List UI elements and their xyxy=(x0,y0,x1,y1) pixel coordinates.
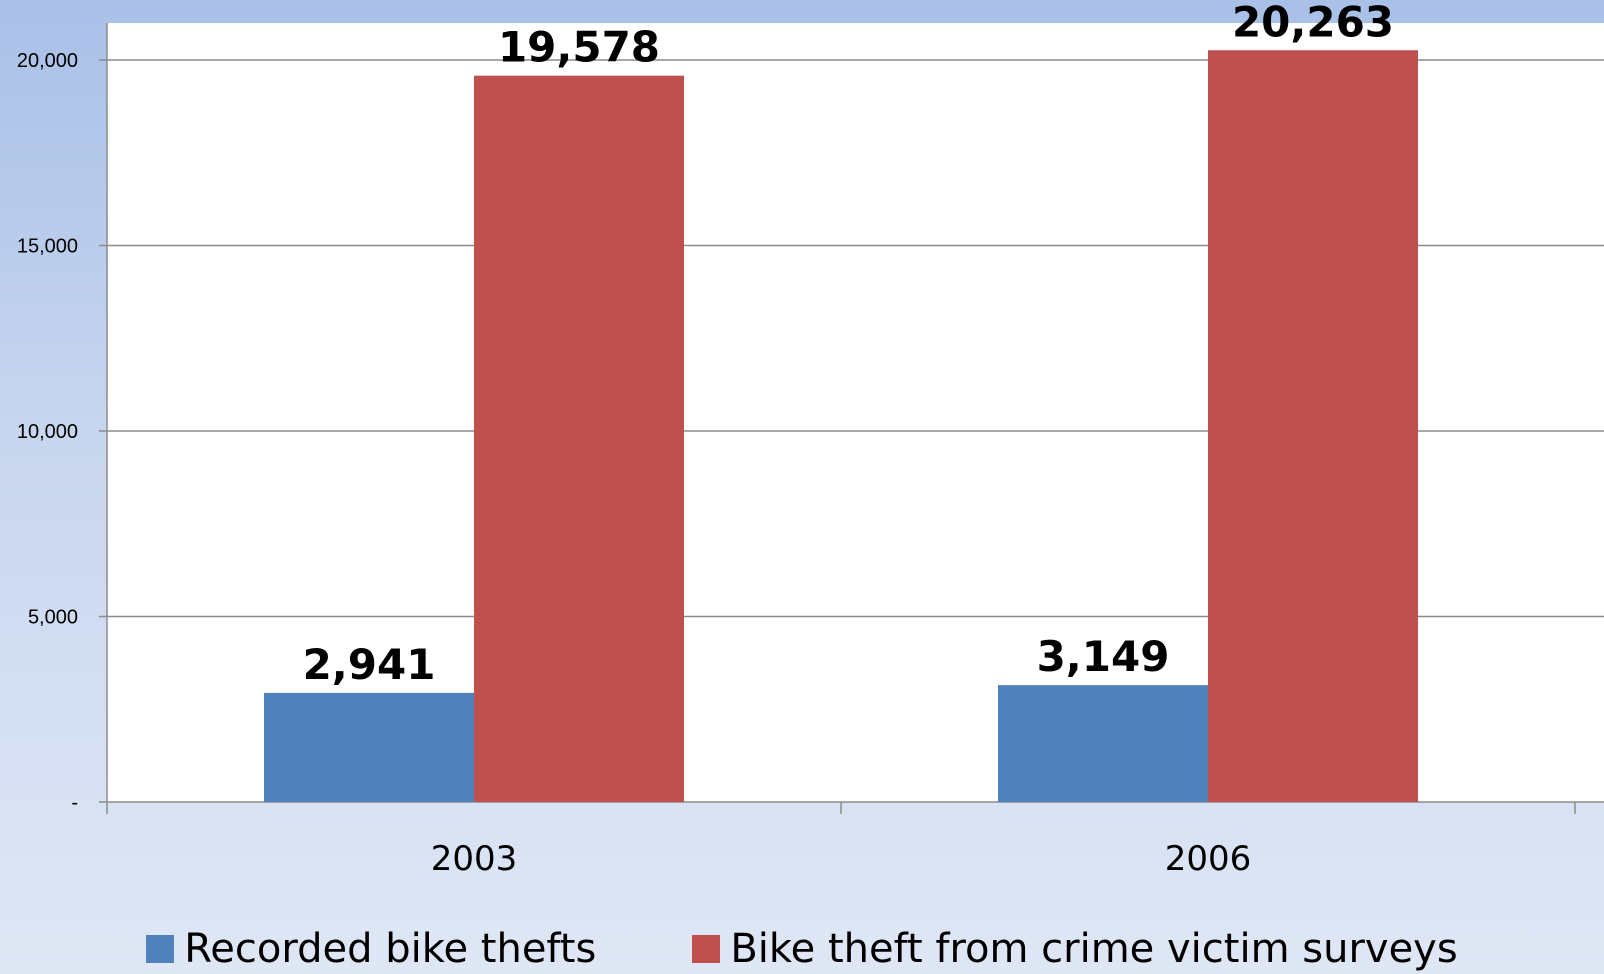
legend-item-survey: Bike theft from crime victim surveys xyxy=(692,926,1458,972)
bar-recorded-2006 xyxy=(998,685,1208,802)
data-labels: 2,941 19,578 3,149 20,263 xyxy=(303,0,1394,689)
y-tick-label: 15,000 xyxy=(17,236,78,258)
x-category-label: 2006 xyxy=(1165,839,1252,879)
data-label: 3,149 xyxy=(1037,632,1170,681)
legend: Recorded bike thefts Bike theft from cri… xyxy=(0,924,1604,974)
y-tick-label: 20,000 xyxy=(17,50,78,72)
data-label: 19,578 xyxy=(498,23,660,72)
data-label: 2,941 xyxy=(303,640,436,689)
y-axis-ticks: - 5,000 10,000 15,000 20,000 xyxy=(17,50,107,814)
x-category-label: 2003 xyxy=(431,839,518,879)
bar-chart: - 5,000 10,000 15,000 20,000 2,941 19,578 3,14… xyxy=(17,0,1604,879)
y-tick-label: 5,000 xyxy=(28,607,78,629)
legend-item-recorded: Recorded bike thefts xyxy=(146,926,596,972)
data-label: 20,263 xyxy=(1232,0,1394,46)
bar-recorded-2003 xyxy=(264,692,474,802)
bar-survey-2003 xyxy=(474,75,684,803)
category-labels: 2003 2006 xyxy=(431,839,1252,879)
y-tick-label: 10,000 xyxy=(17,421,78,443)
y-tick-label: - xyxy=(71,792,78,814)
bars xyxy=(264,50,1418,803)
legend-swatch-recorded xyxy=(146,935,175,963)
legend-label-recorded: Recorded bike thefts xyxy=(184,926,597,972)
legend-label-survey: Bike theft from crime victim surveys xyxy=(730,926,1458,972)
legend-swatch-survey xyxy=(692,935,721,963)
bar-survey-2006 xyxy=(1208,50,1418,803)
